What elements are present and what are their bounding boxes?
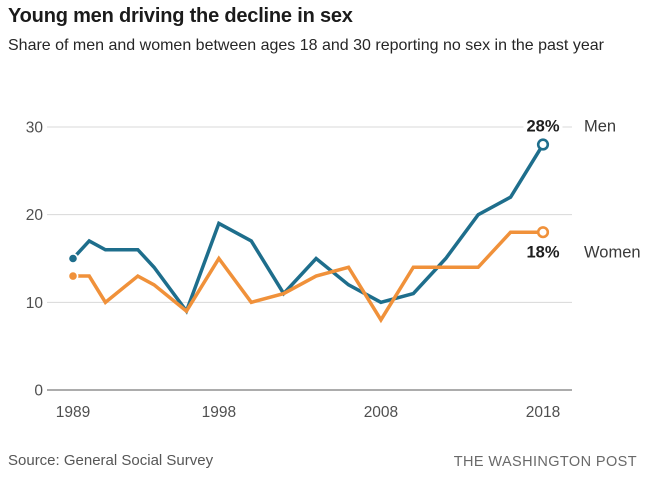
chart-title: Young men driving the decline in sex xyxy=(8,5,353,27)
women-start-dot xyxy=(67,270,79,282)
women-end-circle xyxy=(536,226,550,239)
publisher-credit: THE WASHINGTON POST xyxy=(453,454,637,470)
men-end-value-label: 28% xyxy=(523,117,563,137)
y-tick-label: 10 xyxy=(26,295,44,312)
men-start-dot xyxy=(67,253,79,264)
y-tick-label: 20 xyxy=(26,207,44,224)
x-tick-label: 1989 xyxy=(56,404,90,421)
source-attribution: Source: General Social Survey xyxy=(8,452,214,469)
x-tick-label: 1998 xyxy=(202,404,236,421)
women-line xyxy=(73,230,543,324)
y-tick-label: 30 xyxy=(26,120,44,137)
y-tick-label: 0 xyxy=(34,383,43,400)
women-end-value-label: 18% xyxy=(523,243,563,263)
chart-subtitle: Share of men and women between ages 18 a… xyxy=(8,37,604,54)
men-end-circle xyxy=(536,138,550,151)
women-series-label: Women xyxy=(584,243,641,262)
men-series-label: Men xyxy=(584,117,617,136)
x-tick-label: 2018 xyxy=(526,404,560,421)
x-tick-label: 2008 xyxy=(364,404,398,421)
men-line xyxy=(71,143,545,315)
